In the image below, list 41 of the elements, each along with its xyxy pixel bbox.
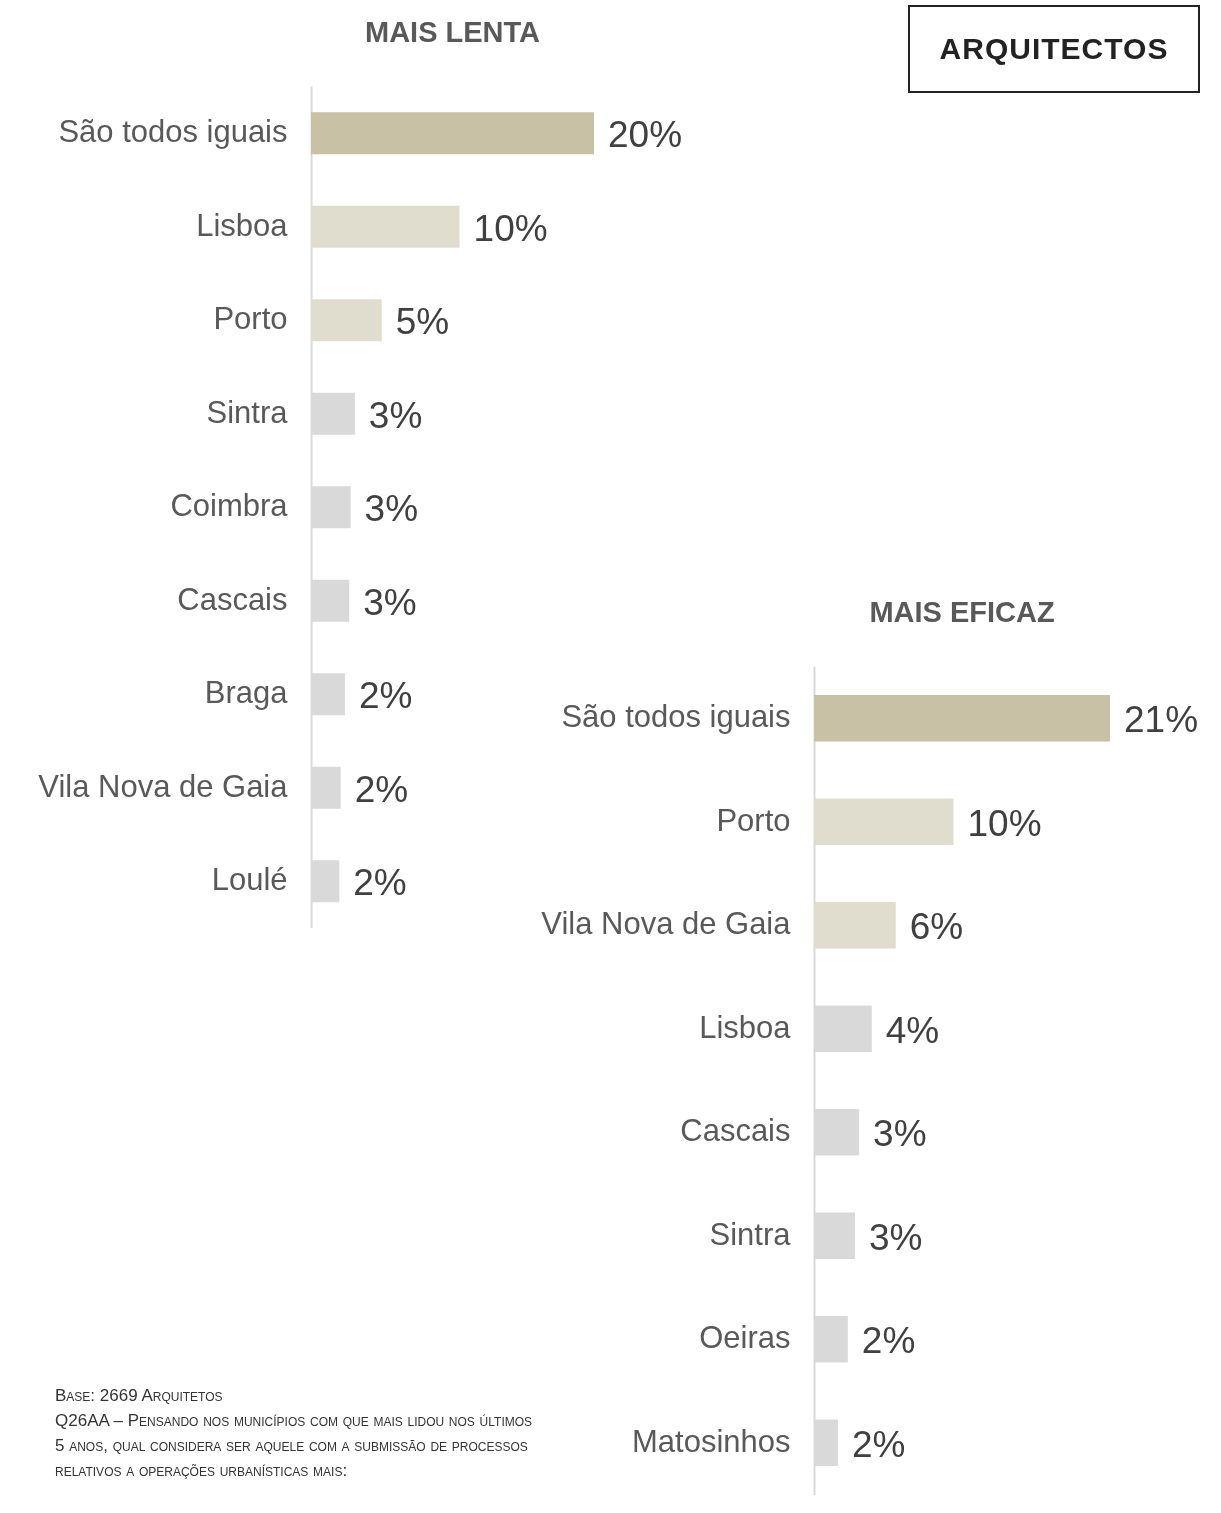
y-tick-label: Sintra [709, 1216, 792, 1252]
data-label: 5% [395, 301, 450, 343]
y-tick-label: São todos iguais [561, 699, 791, 735]
data-label: 3% [368, 394, 423, 436]
data-label: 2% [353, 862, 407, 904]
y-tick-label: Vila Nova de Gaia [541, 906, 792, 942]
text: ARQUITECTOS [939, 32, 1169, 66]
data-label: 3% [363, 581, 417, 623]
y-tick-label: Porto [213, 301, 288, 337]
y-tick-label: Loulé [211, 862, 288, 898]
data-label: 3% [868, 1216, 923, 1258]
data-label: 2% [861, 1320, 916, 1362]
data-label: 3% [873, 1113, 927, 1155]
y-tick-label: Oeiras [699, 1320, 791, 1356]
chart-title: MAIS EFICAZ [869, 596, 1055, 628]
y-tick-label: Braga [204, 675, 289, 711]
y-tick-label: Coimbra [170, 488, 289, 524]
text: Q26AA – Pensando nos municípios com que mais lidou nos últimos 5 anos, qual considera ser aquele com a submissão de processos relativos a operações urbanísticas mais: [55, 1410, 534, 1482]
data-label: 2% [358, 675, 413, 717]
bar [814, 694, 1110, 742]
data-label: 21% [1124, 699, 1199, 741]
y-tick-label: Lisboa [196, 207, 289, 243]
y-tick-label: Sintra [206, 394, 289, 430]
chart-title: MAIS LENTA [365, 16, 541, 48]
y-tick-label: Matosinhos [632, 1423, 791, 1459]
y-tick-label: Lisboa [699, 1009, 792, 1045]
y-tick-label: Porto [716, 802, 791, 838]
y-tick-label: Vila Nova de Gaia [38, 768, 289, 804]
data-label: 20% [608, 114, 683, 156]
bar [311, 112, 594, 155]
y-tick-label: São todos iguais [58, 114, 288, 150]
data-label: 2% [851, 1423, 906, 1465]
data-label: 2% [354, 768, 409, 810]
data-label: 6% [909, 906, 964, 948]
data-label: 3% [364, 488, 419, 530]
text: Base: 2669 Arquitetos [55, 1385, 224, 1407]
y-tick-label: Cascais [680, 1113, 791, 1149]
data-label: 4% [885, 1009, 940, 1051]
data-label: 10% [967, 802, 1042, 844]
data-label: 10% [473, 207, 548, 249]
y-tick-label: Cascais [177, 581, 288, 617]
